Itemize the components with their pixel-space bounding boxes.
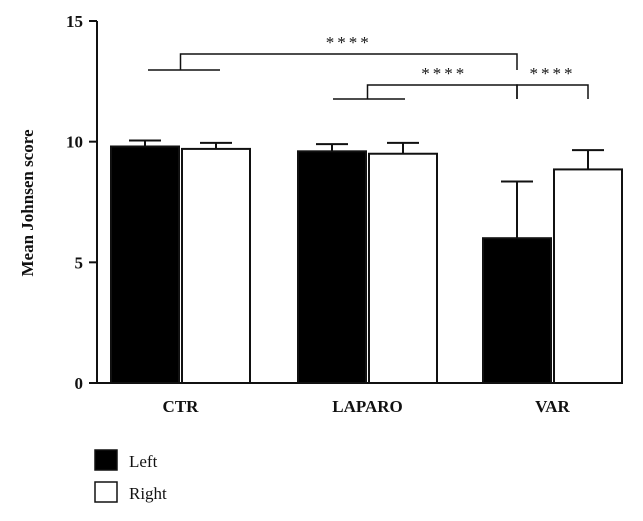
- y-tick-label-5: 5: [75, 253, 84, 272]
- legend-swatch-right: [94, 481, 118, 503]
- legend-label-left: Left: [129, 452, 158, 471]
- significance-label-laparo-var: ****: [421, 64, 467, 83]
- bar-ctr-right: [181, 147, 251, 384]
- bracket-var-left-right: [516, 84, 589, 99]
- bar-laparo-left: [297, 150, 367, 384]
- bracket-laparo-var: [366, 84, 518, 99]
- y-tick-label-0: 0: [75, 374, 84, 393]
- y-tick-label-15: 15: [66, 12, 83, 31]
- significance-label-var-left-right: ****: [530, 64, 576, 83]
- category-label-laparo: LAPARO: [332, 397, 403, 416]
- legend: Left Right: [94, 449, 167, 503]
- category-label-var: VAR: [535, 397, 570, 416]
- bar-var-left: [482, 237, 552, 384]
- significance-brackets: **** **** ****: [148, 33, 589, 100]
- category-label-ctr: CTR: [163, 397, 200, 416]
- y-axis-label: Mean Johnsen score: [18, 129, 37, 276]
- legend-swatch-left: [94, 449, 118, 471]
- error-bars: [129, 139, 604, 239]
- y-tick-label-10: 10: [66, 133, 83, 152]
- bars: [110, 145, 623, 384]
- legend-label-right: Right: [129, 484, 167, 503]
- bar-var-right: [553, 168, 623, 384]
- significance-label-ctr-var: ****: [326, 33, 372, 52]
- bar-ctr-left: [110, 145, 180, 384]
- bracket-ctr-var: [179, 53, 518, 70]
- bar-laparo-right: [368, 152, 438, 384]
